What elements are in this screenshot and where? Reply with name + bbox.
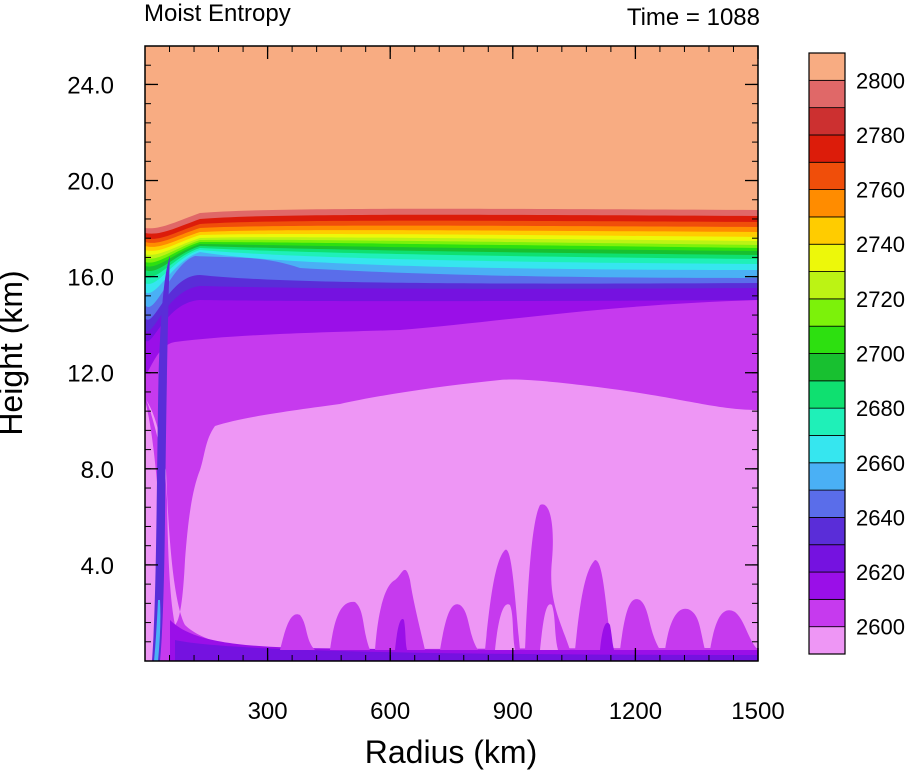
- plume: [280, 614, 315, 650]
- colorbar-swatch: [808, 243, 846, 272]
- colorbar-frame: [808, 52, 846, 655]
- x-tick-label: 1500: [731, 698, 784, 725]
- colorbar-swatch: [808, 407, 846, 436]
- colorbar-swatch: [808, 134, 846, 163]
- colorbar-swatch: [808, 298, 846, 327]
- colorbar-label: 2760: [856, 178, 905, 203]
- plume-pocket: [600, 622, 614, 650]
- plume: [375, 569, 425, 650]
- colorbar-swatch: [808, 79, 846, 109]
- colorbar-swatch: [808, 353, 846, 382]
- plume: [620, 599, 660, 650]
- eyewall-core: [154, 600, 161, 661]
- colorbar-swatch: [808, 626, 846, 655]
- colorbar-label: 2660: [856, 451, 905, 476]
- eyewall: [152, 256, 170, 661]
- colorbar-swatch: [808, 517, 846, 546]
- colorbar-swatch: [808, 435, 846, 464]
- y-axis: 4.0 8.0 12.0 16.0 20.0 24.0: [67, 64, 758, 643]
- colorbar-swatch: [808, 325, 846, 354]
- colorbar-label: 2620: [856, 560, 905, 585]
- y-tick-label: 20.0: [67, 169, 114, 196]
- colorbar-swatch: [808, 571, 846, 600]
- plume: [710, 610, 758, 650]
- y-tick-label: 24.0: [67, 72, 114, 99]
- colorbar-swatch: [808, 107, 846, 136]
- boundary-layer-lower: [175, 640, 758, 661]
- plume: [525, 504, 570, 650]
- x-axis: 300 600 900 1200 1500: [169, 46, 785, 725]
- colorbar-label: 2700: [856, 342, 905, 367]
- plume-pocket: [395, 619, 407, 650]
- y-tick-label: 4.0: [81, 553, 114, 580]
- colorbar-swatch: [808, 462, 846, 491]
- plume-pocket: [540, 604, 558, 650]
- plume-pocket: [495, 604, 515, 650]
- y-tick-label: 12.0: [67, 361, 114, 388]
- colorbar-swatch: [808, 189, 846, 218]
- colorbar-label: 2720: [856, 287, 905, 312]
- x-tick-label: 900: [493, 698, 533, 725]
- colorbar-swatch: [808, 216, 846, 245]
- x-axis-title: Radius (km): [365, 734, 537, 770]
- plume: [575, 560, 612, 650]
- colorbar: 2600 2620 2640 2660 2680 2700 2720 2740 2760 2780…: [808, 52, 905, 655]
- colorbar-swatch: [808, 271, 846, 300]
- plume: [665, 608, 705, 650]
- colorbar-swatch: [808, 380, 846, 409]
- colorbar-swatch: [808, 489, 846, 518]
- y-tick-label: 16.0: [67, 265, 114, 292]
- colorbar-label: 2640: [856, 505, 905, 530]
- plume: [330, 601, 370, 650]
- plume: [440, 604, 478, 650]
- colorbar-label: 2600: [856, 615, 905, 640]
- x-tick-label: 1200: [609, 698, 662, 725]
- colorbar-swatch: [808, 598, 846, 628]
- colorbar-label: 2740: [856, 232, 905, 257]
- contour-plot-area: [145, 46, 758, 661]
- band-2600-main: [145, 379, 758, 650]
- title-right: Time = 1088: [627, 4, 760, 31]
- y-tick-label: 8.0: [81, 457, 114, 484]
- colorbar-label: 2780: [856, 123, 905, 148]
- colorbar-label: 2680: [856, 396, 905, 421]
- colorbar-label: 2800: [856, 68, 905, 93]
- colorbar-swatch: [808, 544, 846, 573]
- y-axis-title: Height (km): [0, 270, 29, 435]
- x-tick-label: 600: [370, 698, 410, 725]
- colorbar-swatch: [808, 52, 846, 81]
- title-left: Moist Entropy: [144, 0, 291, 27]
- colorbar-swatch: [808, 161, 846, 190]
- x-tick-label: 300: [248, 698, 288, 725]
